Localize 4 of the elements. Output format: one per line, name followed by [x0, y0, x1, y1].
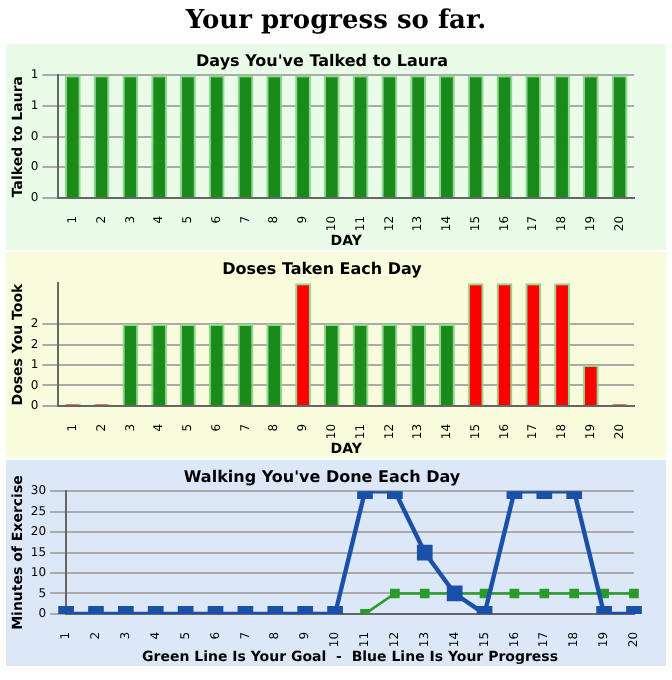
- chart-title: Doses Taken Each Day: [222, 259, 424, 278]
- chart-title: Your progress so far.: [183, 4, 489, 40]
- chart-title: Walking You've Done Each Day: [183, 467, 462, 486]
- chart-subtitle: Days You've Talked to Laura: [196, 51, 448, 70]
